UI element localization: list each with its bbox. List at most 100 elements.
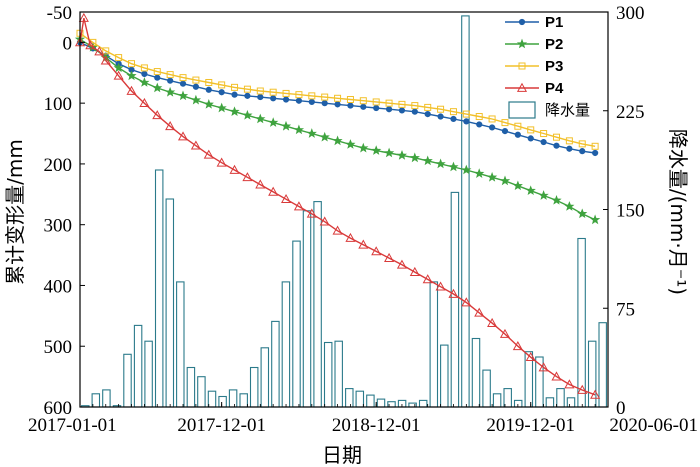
data-point <box>384 147 395 158</box>
data-point <box>476 121 483 128</box>
data-point <box>411 102 419 110</box>
data-point <box>514 131 521 138</box>
precip-bar <box>292 240 301 408</box>
plot-frame <box>79 11 609 408</box>
data-point <box>282 89 290 97</box>
data-point <box>579 148 586 155</box>
data-point <box>203 149 214 159</box>
data-point <box>437 105 445 113</box>
data-point <box>360 103 367 110</box>
data-point <box>308 92 316 100</box>
y-left-tick-label: 0 <box>63 33 73 54</box>
y-left-tick-label: 200 <box>44 155 73 176</box>
precip-bar <box>471 337 481 408</box>
data-point <box>128 60 136 68</box>
precip-bar <box>323 341 333 408</box>
y-left-tick-label: 600 <box>44 398 73 419</box>
data-point <box>167 77 174 84</box>
series-p4 <box>74 12 601 399</box>
data-point <box>371 246 382 256</box>
data-point <box>487 317 498 327</box>
y-left-tick-label: 500 <box>44 337 73 358</box>
data-point <box>501 119 509 127</box>
y-left-tick-label: 100 <box>44 94 73 115</box>
data-point <box>501 128 509 135</box>
data-point <box>256 87 264 95</box>
data-point <box>396 150 407 160</box>
precip-bar <box>176 281 185 408</box>
y-left-tick-label: -50 <box>47 3 72 24</box>
data-point <box>527 135 534 142</box>
data-point <box>218 89 225 96</box>
precip-bar <box>313 201 322 408</box>
data-point <box>398 100 406 108</box>
data-point <box>166 71 174 79</box>
data-point <box>358 142 369 153</box>
data-point <box>422 274 433 284</box>
data-point <box>411 108 418 115</box>
data-point <box>216 157 227 167</box>
data-point <box>332 135 343 146</box>
x-tick-label: 2017-12-01 <box>177 415 266 436</box>
precip-bar <box>345 388 354 408</box>
data-point <box>165 121 176 131</box>
precip-bar <box>207 390 217 408</box>
deformation-lines <box>74 12 601 399</box>
data-point <box>527 126 535 134</box>
data-point <box>398 107 406 114</box>
precip-bar <box>334 340 343 408</box>
precip-bar <box>376 398 386 408</box>
data-point <box>565 137 573 145</box>
data-point <box>192 76 200 84</box>
x-tick-label: 2020-06-01 <box>609 415 698 436</box>
data-point <box>293 124 305 135</box>
precip-bar <box>366 394 375 408</box>
precip-bar <box>545 397 555 408</box>
data-point <box>538 362 549 372</box>
legend-item-p2: P2 <box>505 36 563 53</box>
data-point <box>553 142 560 149</box>
data-point <box>190 140 201 150</box>
precip-bar <box>197 376 206 408</box>
data-point <box>437 113 444 120</box>
data-point <box>268 186 279 196</box>
data-point <box>474 307 485 317</box>
data-point <box>270 95 277 102</box>
x-tick-label: 2017-01-01 <box>28 415 117 436</box>
precip-bar <box>440 344 449 408</box>
precip-bar <box>133 324 143 408</box>
data-point <box>384 252 395 262</box>
data-point <box>540 130 548 138</box>
data-point <box>152 82 163 93</box>
data-point <box>347 102 354 109</box>
data-point <box>231 83 239 91</box>
precip-bar <box>429 281 439 408</box>
data-point <box>512 180 523 191</box>
data-point <box>590 389 601 399</box>
precip-bar <box>260 347 270 408</box>
data-point <box>424 103 432 111</box>
data-point <box>463 118 470 125</box>
data-point <box>577 384 588 394</box>
data-point <box>499 175 511 186</box>
data-point <box>192 83 200 90</box>
precip-bar <box>566 397 576 408</box>
data-point <box>589 214 601 225</box>
data-point <box>229 164 240 174</box>
data-point <box>359 97 367 105</box>
y-right-tick-label: 225 <box>616 102 645 123</box>
y-right-tick-label: 0 <box>616 398 626 419</box>
data-point <box>231 91 238 98</box>
data-point <box>113 70 124 80</box>
series-line <box>79 32 596 147</box>
data-point <box>177 131 189 141</box>
precip-bar <box>123 353 132 408</box>
precip-bar <box>461 15 470 408</box>
data-point <box>205 78 213 86</box>
legend-label: P2 <box>545 36 563 53</box>
data-point <box>94 46 105 56</box>
data-point <box>190 94 202 105</box>
precip-bar <box>186 366 196 408</box>
data-point <box>475 113 483 121</box>
precip-bar <box>154 169 164 408</box>
